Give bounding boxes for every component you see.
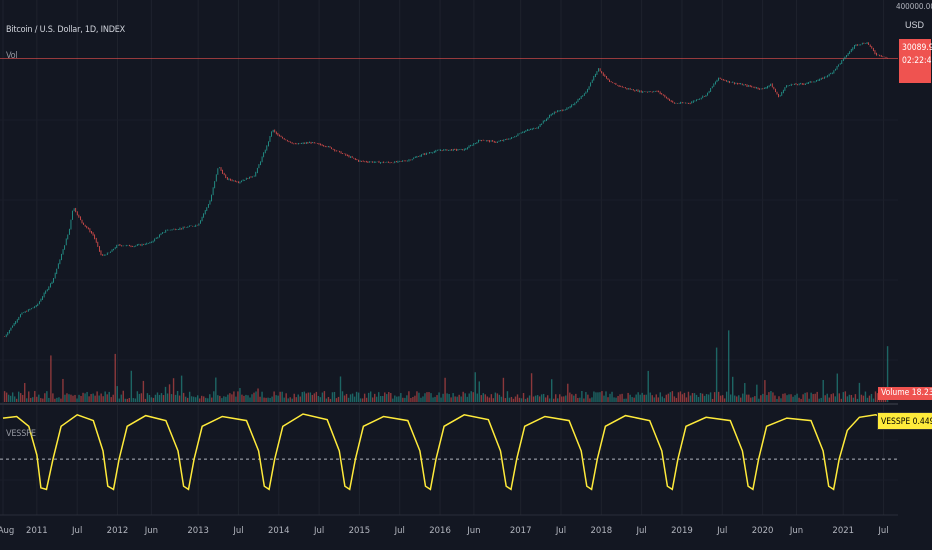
- x-tick-label: 2015: [349, 526, 371, 536]
- x-tick-label: Jul: [71, 526, 82, 536]
- current-price-tag: 30089.93 02:22:47: [899, 39, 932, 83]
- x-tick-label: 2012: [107, 526, 129, 536]
- x-tick-label: 2019: [671, 526, 693, 536]
- x-tick-label: Jul: [232, 526, 243, 536]
- x-tick-label: Jul: [716, 526, 727, 536]
- x-tick-label: 2021: [832, 526, 854, 536]
- symbol-title[interactable]: Bitcoin / U.S. Dollar, 1D, INDEX: [6, 25, 126, 35]
- oscillator-line: [2, 413, 888, 491]
- x-tick-label: Jul: [394, 526, 405, 536]
- volume-series: [3, 330, 889, 402]
- x-tick-label: Jul: [636, 526, 647, 536]
- x-tick-label: 2011: [26, 526, 48, 536]
- x-tick-label: 2013: [187, 526, 209, 536]
- price-series: [4, 42, 888, 338]
- x-tick-label: 2016: [429, 526, 451, 536]
- volume-value-tag: Volume 18.236M: [878, 387, 932, 400]
- time-axis[interactable]: Aug 2011 Jul 2012 Jun 2013 Jul 2014 Jul 2015 Jul 20…: [0, 526, 889, 536]
- bar-countdown: 02:22:47: [902, 56, 932, 66]
- oscillator-indicator-title[interactable]: VESSPE: [6, 429, 36, 439]
- price-axis-top-label: 400000.00: [896, 2, 932, 11]
- x-tick-label: 2014: [268, 526, 290, 536]
- x-tick-label: Jun: [789, 526, 803, 536]
- price-axis[interactable]: [898, 0, 932, 550]
- x-tick-label: 2020: [752, 526, 774, 536]
- current-price-value: 30089.93: [902, 43, 932, 53]
- x-tick-label: Aug: [0, 526, 14, 536]
- x-tick-label: Jul: [877, 526, 888, 536]
- volume-indicator-title[interactable]: Vol: [6, 51, 18, 61]
- currency-label: USD: [905, 20, 925, 30]
- x-tick-label: Jun: [144, 526, 158, 536]
- x-tick-label: 2017: [510, 526, 532, 536]
- x-tick-label: Jul: [555, 526, 566, 536]
- x-tick-label: 2018: [591, 526, 613, 536]
- oscillator-value-tag: VESSPE 0.449: [877, 412, 932, 430]
- x-tick-label: Jun: [466, 526, 480, 536]
- x-tick-label: Jul: [313, 526, 324, 536]
